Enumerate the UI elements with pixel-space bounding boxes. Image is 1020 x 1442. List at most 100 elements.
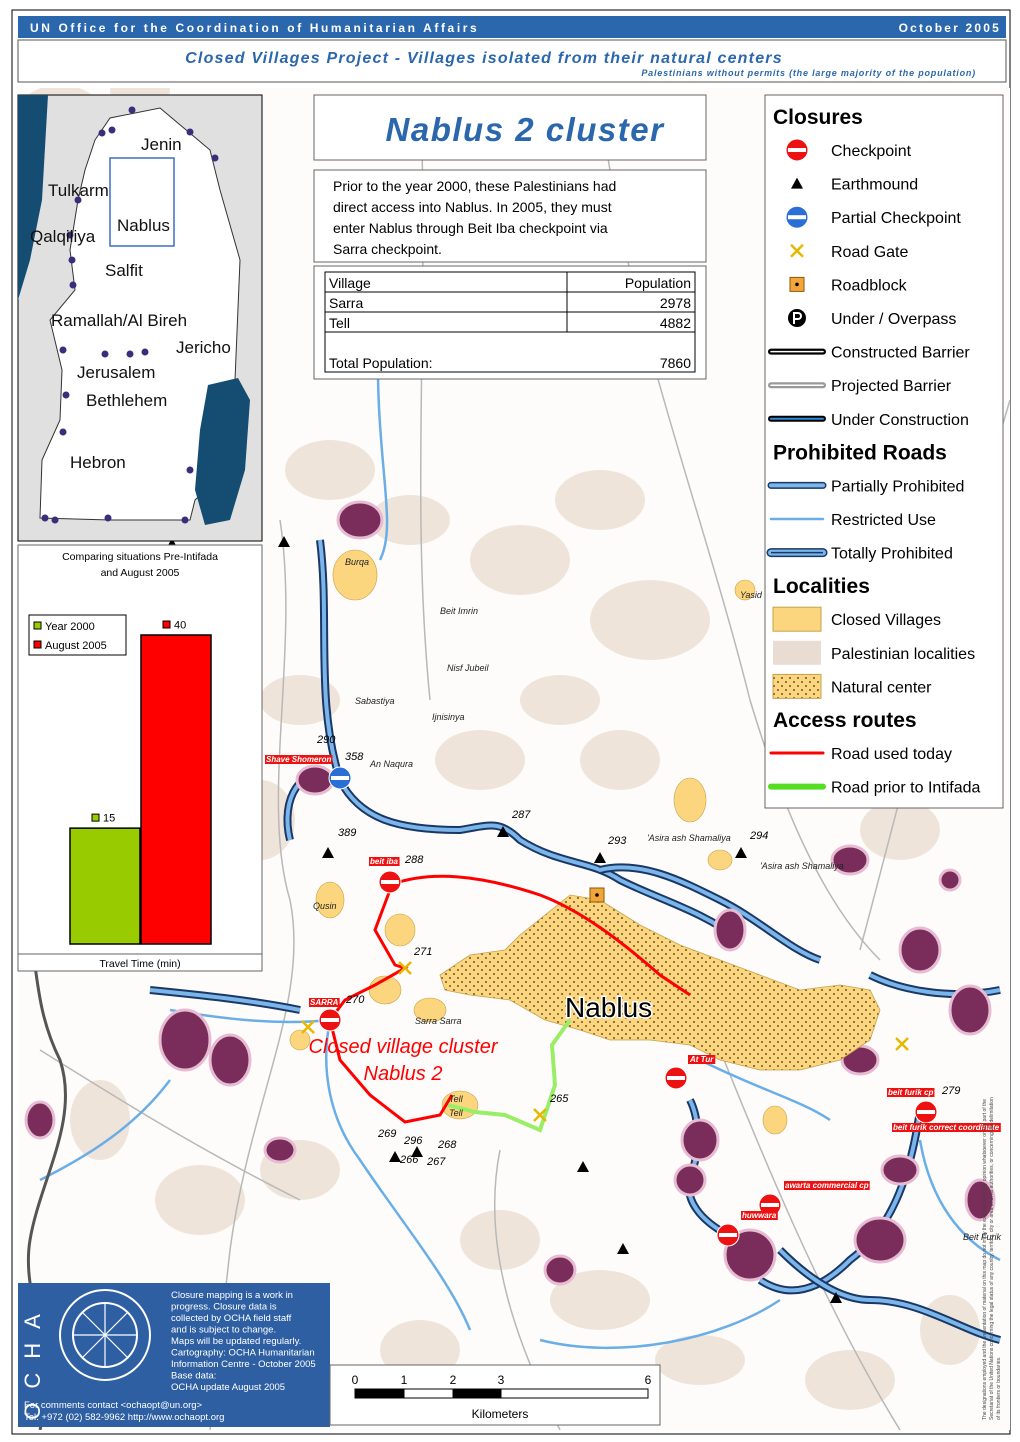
prohibited-road [778, 1248, 1001, 1342]
legend-item: Under / Overpass [831, 311, 956, 328]
description-line: Sarra checkpoint. [333, 241, 442, 257]
closure-id: 293 [607, 835, 627, 847]
chart-legend-item: Year 2000 [45, 621, 95, 633]
closure-id: 271 [413, 946, 432, 958]
nablus-box [109, 157, 175, 247]
overpass-mark [793, 312, 802, 324]
settlement [853, 1216, 907, 1264]
earthmound [497, 826, 509, 837]
footer-note: and is subject to change. [171, 1325, 276, 1336]
footer-note: collected by OCHA field staff [171, 1313, 292, 1324]
road [39, 1049, 301, 1201]
boundary-node [66, 231, 74, 239]
closed-village [384, 913, 416, 947]
place-label: Tell [449, 1108, 464, 1118]
route-prior [447, 1018, 572, 1133]
palestinian-locality [155, 1165, 245, 1235]
closure-id: 389 [338, 827, 356, 839]
settlement [830, 844, 870, 876]
place-label: Yasid [740, 590, 763, 600]
route-today [328, 889, 454, 1124]
checkpoint-label: At Tur [689, 1055, 714, 1064]
settlement [723, 1228, 777, 1282]
earthmound [735, 847, 747, 858]
palestinian-locality [555, 470, 645, 530]
chart-title: and August 2005 [101, 567, 180, 579]
scale-segment [354, 1388, 405, 1399]
inset-label: Qalqiliya [30, 227, 96, 246]
roadblock-dot [595, 893, 599, 897]
boundary-node [68, 256, 76, 264]
scale-label: 6 [645, 1373, 652, 1387]
palestinian-locality [655, 1335, 745, 1385]
palestinian-locality [590, 580, 710, 660]
boundary-node [69, 281, 77, 289]
checkpoint-bar [719, 1233, 737, 1237]
checkpoint-label-bg [887, 1088, 935, 1097]
legend-item: Partially Prohibited [831, 478, 964, 495]
legend-item: Partial Checkpoint [831, 210, 961, 227]
checkpoint-bar [381, 880, 399, 884]
checkpoint-label: Shave Shomeron [266, 755, 331, 764]
inset-label: Ramallah/Al Bireh [51, 311, 187, 330]
settlement [158, 1008, 212, 1072]
settlement [208, 1033, 252, 1087]
closure-id: 279 [941, 1085, 960, 1097]
road-gate [895, 1037, 909, 1051]
value-key [91, 813, 100, 822]
checkpoint-label: beit furik cp [888, 1088, 933, 1097]
footer-note: progress. Closure data is [171, 1302, 277, 1313]
scale-segment [500, 1388, 649, 1399]
closed-village [315, 881, 345, 919]
checkpoint-label-bg [741, 1211, 778, 1220]
road-gate [398, 961, 412, 975]
closure-id: 296 [403, 1135, 423, 1147]
place-label: Qusin [313, 901, 337, 911]
boundary-node [181, 516, 189, 524]
restricted-road [699, 1058, 831, 1122]
earthmound [594, 852, 606, 863]
palestinian-locality [580, 730, 660, 790]
prohibited-road [318, 539, 742, 942]
logo-text: OCHA [20, 1300, 45, 1420]
checkpoint-label-bg [892, 1123, 1001, 1132]
legend-item: Restricted Use [831, 512, 936, 529]
legend-swatch [773, 640, 821, 665]
closure-id: 288 [404, 854, 424, 866]
place-label: Sabastiya [355, 696, 395, 706]
earthmound [411, 1146, 423, 1157]
closed-village [289, 1029, 311, 1051]
closed-village [762, 1105, 788, 1135]
earthmound [389, 1151, 401, 1162]
bar-value: 40 [174, 620, 186, 632]
boundary-node [41, 514, 49, 522]
legend-item: Projected Barrier [831, 378, 952, 395]
footer-note: Base data: [171, 1371, 216, 1382]
table-cell: Sarra [329, 295, 363, 311]
legend-heading: Prohibited Roads [773, 441, 947, 464]
boundary-node [126, 350, 134, 358]
settlement [543, 1254, 577, 1286]
legend-item: Closed Villages [831, 612, 941, 629]
legend-item: Road used today [831, 746, 952, 763]
palestinian-locality [70, 1080, 130, 1160]
boundary-node [108, 126, 116, 134]
checkpoint-bar [917, 1110, 935, 1114]
disclaimer: The designations employed and the presen… [982, 1099, 988, 1420]
boundary-node [104, 514, 112, 522]
prohibited-road [149, 988, 301, 1012]
closure-id: 266 [399, 1154, 419, 1166]
palestinian-locality [460, 1210, 540, 1270]
place-label: Burqa [345, 557, 369, 567]
closure-id: 358 [345, 751, 364, 763]
closure-id: 265 [549, 1093, 569, 1105]
boundary-node [51, 516, 59, 524]
earthmound [322, 847, 334, 858]
footer-contact: For comments contact <ochaopt@un.org> [24, 1400, 203, 1411]
settlement [680, 1118, 720, 1162]
restricted-road [918, 1139, 1001, 1262]
footer-note: Maps will be updated regularly. [171, 1336, 301, 1347]
bar-value: 15 [103, 813, 115, 825]
footer-contact: Tel. +972 (02) 582-9962 http://www.ochao… [24, 1412, 224, 1423]
